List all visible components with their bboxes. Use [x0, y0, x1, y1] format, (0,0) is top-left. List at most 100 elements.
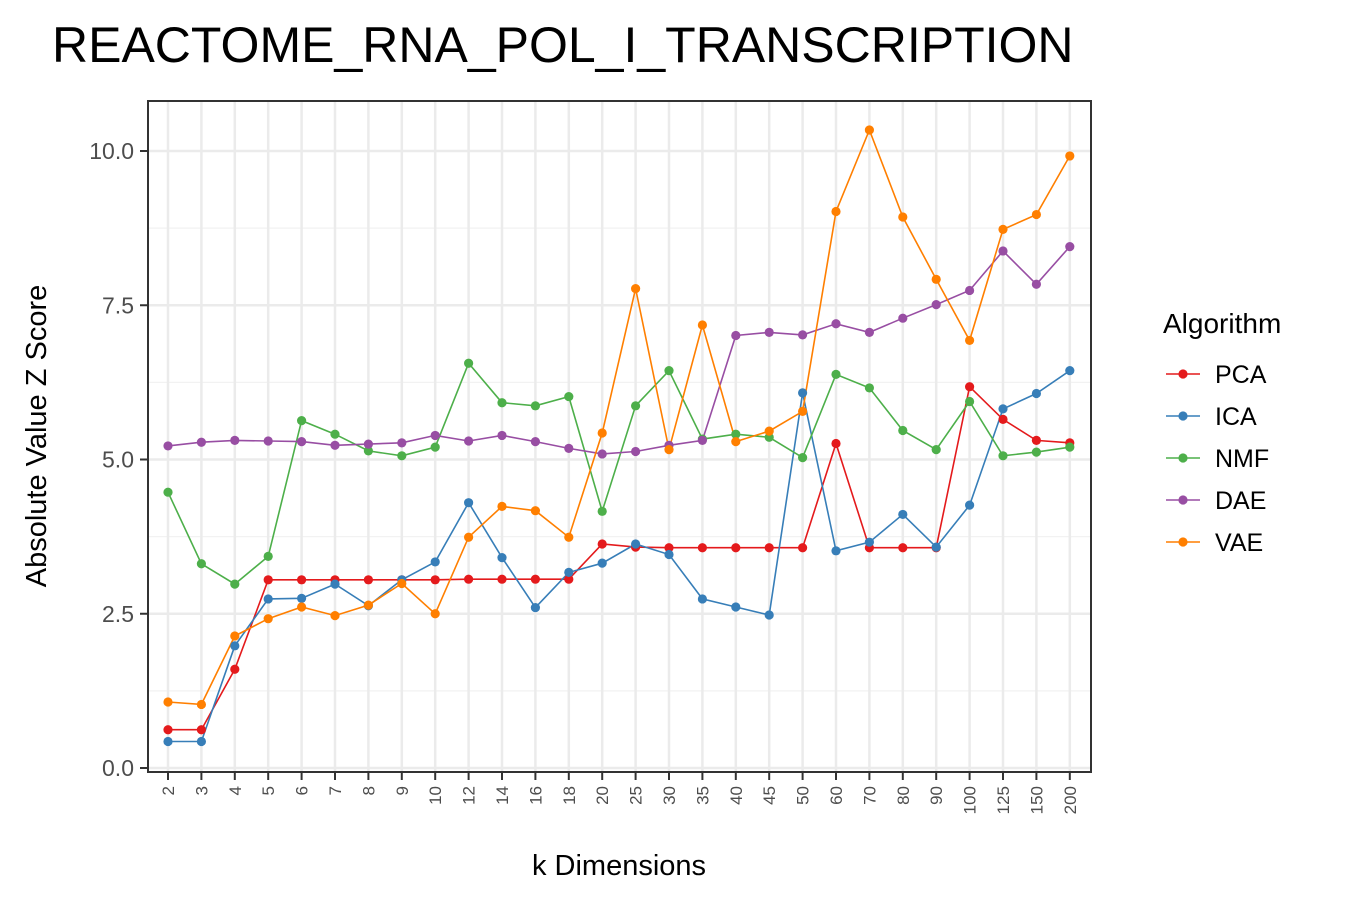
data-point-vae	[297, 602, 307, 612]
data-point-pca	[597, 539, 607, 549]
data-point-nmf	[163, 487, 173, 497]
data-point-nmf	[597, 506, 607, 516]
legend-key-point	[1178, 411, 1188, 421]
x-tick-label: 200	[1061, 786, 1080, 814]
legend-key-point	[1178, 453, 1188, 463]
data-point-dae	[898, 313, 908, 323]
data-point-nmf	[998, 451, 1008, 461]
legend-key-dae	[1166, 495, 1200, 505]
data-point-vae	[864, 125, 875, 135]
series-line-ica	[168, 370, 1071, 743]
data-point-dae	[864, 327, 875, 337]
data-point-ica	[931, 542, 941, 552]
data-point-nmf	[631, 401, 641, 411]
data-point-vae	[564, 532, 574, 542]
data-point-vae	[831, 206, 841, 217]
legend-label-vae: VAE	[1215, 529, 1263, 557]
legend-key-nmf	[1166, 453, 1200, 463]
data-point-dae	[297, 437, 307, 447]
x-axis: 2 3 4 5 6 7 8 9 10 12 14 16 18 20 25 30 35 40 45 50 60 70 80 90…	[159, 772, 1080, 814]
x-tick-label: 100	[961, 786, 980, 814]
data-point-dae	[998, 246, 1008, 256]
grid-minor	[148, 227, 1091, 692]
legend-key-pca	[1166, 369, 1200, 379]
data-point-vae	[898, 212, 908, 222]
data-point-ica	[1031, 388, 1041, 399]
x-tick-label: 9	[393, 786, 412, 795]
data-point-dae	[230, 435, 240, 445]
y-tick-label: 2.5	[102, 601, 134, 627]
data-point-ica	[1065, 366, 1075, 376]
data-point-vae	[464, 532, 474, 542]
data-point-vae	[664, 445, 674, 455]
data-point-pca	[530, 574, 541, 584]
data-point-vae	[363, 600, 373, 610]
x-tick-label: 2	[159, 786, 178, 795]
legend-key-point	[1178, 495, 1188, 505]
data-point-nmf	[864, 383, 875, 393]
data-point-ica	[597, 558, 607, 568]
data-point-pca	[764, 543, 774, 553]
data-point-vae	[1065, 151, 1075, 161]
data-point-vae	[330, 611, 340, 621]
data-point-ica	[998, 404, 1008, 414]
data-point-ica	[530, 602, 541, 613]
data-point-dae	[430, 430, 440, 441]
x-tick-label: 35	[693, 786, 712, 805]
data-point-pca	[998, 414, 1008, 424]
legend-label-pca: PCA	[1215, 361, 1267, 389]
data-point-dae	[965, 285, 975, 296]
data-point-ica	[631, 539, 641, 549]
data-point-nmf	[831, 369, 841, 379]
data-point-nmf	[196, 559, 206, 569]
data-point-nmf	[1065, 442, 1075, 452]
data-point-pca	[798, 543, 808, 553]
data-point-pca	[965, 382, 975, 392]
data-point-dae	[831, 319, 841, 329]
data-point-dae	[564, 443, 574, 453]
data-point-ica	[230, 641, 240, 651]
data-point-ica	[163, 736, 173, 747]
data-point-nmf	[731, 429, 741, 439]
data-point-nmf	[1031, 447, 1041, 457]
x-tick-label: 7	[326, 786, 345, 795]
series-line-dae	[167, 246, 1071, 455]
data-point-dae	[697, 435, 708, 445]
data-point-ica	[497, 553, 507, 563]
legend-label-nmf: NMF	[1215, 445, 1269, 473]
data-point-ica	[831, 546, 841, 556]
series-points	[163, 125, 1075, 747]
data-point-dae	[597, 449, 607, 459]
data-point-vae	[697, 320, 708, 330]
data-point-nmf	[530, 401, 541, 411]
data-point-pca	[898, 543, 908, 553]
series-line-pca	[168, 385, 1070, 731]
x-tick-label: 14	[493, 786, 512, 805]
data-point-pca	[664, 543, 674, 553]
data-point-pca	[196, 725, 206, 735]
legend-key-ica	[1166, 411, 1200, 421]
x-tick-label: 18	[560, 786, 579, 805]
data-point-vae	[530, 506, 541, 516]
data-point-ica	[898, 509, 908, 520]
data-point-ica	[731, 602, 741, 612]
data-point-ica	[864, 537, 875, 547]
data-point-dae	[464, 436, 474, 446]
data-point-vae	[430, 609, 440, 619]
data-point-vae	[731, 437, 741, 447]
data-point-dae	[798, 330, 808, 340]
data-point-vae	[597, 428, 607, 438]
legend: Algorithm PCA ICA NMF DAE VAE	[1163, 308, 1281, 557]
legend-key-point	[1178, 537, 1188, 547]
legend-label-dae: DAE	[1215, 487, 1266, 515]
x-tick-label: 30	[660, 786, 679, 805]
data-point-pca	[263, 575, 273, 585]
x-tick-label: 10	[426, 786, 445, 805]
x-tick-label: 40	[727, 786, 746, 805]
data-point-dae	[530, 437, 541, 447]
data-point-ica	[697, 594, 708, 604]
data-point-vae	[163, 697, 173, 707]
data-point-vae	[1031, 209, 1041, 220]
y-axis-title: Absolute Value Z Score	[21, 285, 53, 588]
data-point-pca	[564, 574, 574, 584]
